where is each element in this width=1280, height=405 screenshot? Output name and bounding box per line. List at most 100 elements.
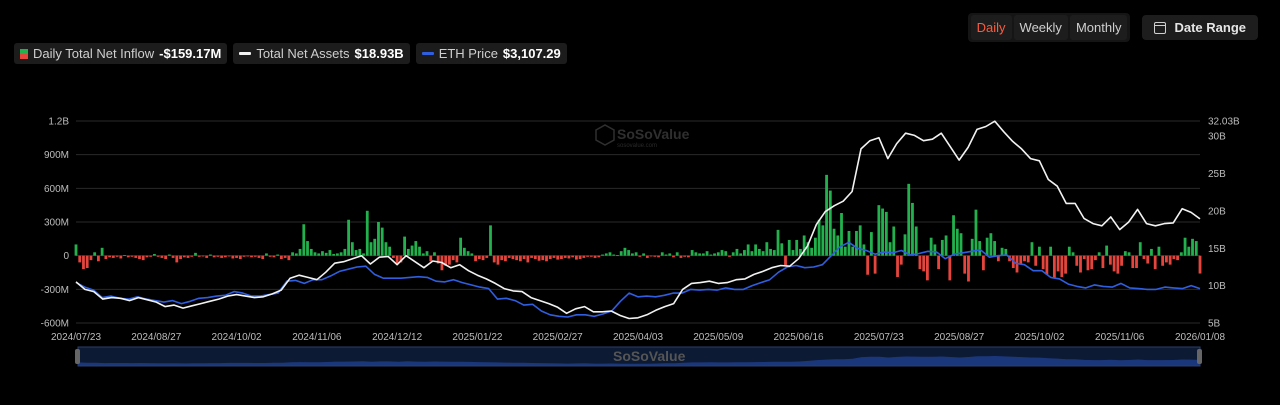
- inflow-bar: [1142, 255, 1146, 260]
- inflow-bar: [104, 255, 108, 260]
- inflow-bar: [459, 237, 463, 256]
- inflow-bar: [1198, 255, 1202, 274]
- inflow-bar: [201, 255, 205, 257]
- inflow-bar: [302, 224, 306, 256]
- legend-inflow-label: Daily Total Net Inflow: [33, 46, 155, 61]
- inflow-bar: [377, 222, 380, 256]
- inflow-bar: [500, 255, 504, 261]
- period-weekly-button[interactable]: Weekly: [1013, 15, 1068, 40]
- inflow-bar: [660, 252, 664, 256]
- inflow-bar: [518, 255, 522, 262]
- inflow-bar: [967, 255, 970, 282]
- x-tick-label: 2025/08/27: [934, 332, 984, 343]
- inflow-bar: [855, 230, 858, 256]
- inflow-bar: [743, 250, 746, 256]
- inflow-bar: [530, 255, 533, 258]
- y-left-tick-label: 600M: [44, 184, 69, 195]
- x-tick-label: 2025/05/09: [693, 332, 743, 343]
- inflow-bar: [877, 205, 881, 256]
- inflow-bar: [238, 255, 242, 260]
- inflow-bar: [944, 235, 948, 256]
- inflow-bar: [1034, 255, 1038, 266]
- inflow-bar: [668, 253, 672, 256]
- inflow-bar: [227, 255, 231, 257]
- inflow-bar: [616, 255, 619, 256]
- inflow-bar: [1097, 252, 1101, 256]
- inflow-bar: [795, 239, 799, 256]
- period-monthly-button[interactable]: Monthly: [1069, 15, 1128, 40]
- inflow-bar: [1094, 255, 1097, 261]
- inflow-bar: [1086, 255, 1090, 271]
- inflow-bar: [608, 252, 612, 256]
- inflow-bar: [265, 253, 268, 256]
- inflow-bar: [287, 255, 291, 261]
- inflow-bar: [881, 208, 884, 256]
- inflow-bar: [242, 255, 246, 257]
- inflow-bar: [1082, 255, 1086, 260]
- inflow-bar: [111, 255, 115, 258]
- inflow-bar: [186, 255, 190, 258]
- inflow-bar: [362, 253, 365, 256]
- inflow-bar: [787, 239, 791, 256]
- inflow-bar: [918, 255, 922, 270]
- inflow-bar: [175, 255, 179, 263]
- inflow-bar: [698, 253, 702, 256]
- inflow-bar: [462, 247, 466, 256]
- period-toggle: Daily Weekly Monthly: [967, 13, 1131, 42]
- inflow-bar: [313, 252, 317, 256]
- inflow-bar: [365, 210, 369, 256]
- inflow-bar: [309, 248, 313, 256]
- navigator-left-handle[interactable]: [75, 349, 80, 364]
- inflow-bar: [1168, 255, 1172, 265]
- inflow-bar: [223, 255, 227, 258]
- inflow-bar: [167, 254, 171, 256]
- inflow-bar: [369, 242, 373, 256]
- inflow-bar: [1112, 255, 1116, 272]
- inflow-bar: [675, 252, 679, 256]
- inflow-bar: [642, 253, 645, 256]
- inflow-bar: [1161, 255, 1165, 266]
- inflow-bar: [791, 250, 795, 256]
- legend-item-inflow[interactable]: Daily Total Net Inflow -$159.17M: [14, 43, 228, 64]
- inflow-bar: [85, 255, 89, 269]
- inflow-bar: [149, 255, 153, 257]
- inflow-bar: [171, 255, 175, 258]
- inflow-bar: [832, 228, 836, 256]
- inflow-bar: [429, 255, 433, 262]
- watermark-brand: SoSoValue: [617, 126, 690, 142]
- inflow-bar: [448, 255, 451, 265]
- inflow-bar: [828, 190, 832, 256]
- x-tick-label: 2025/02/27: [533, 332, 583, 343]
- inflow-bar: [126, 255, 130, 258]
- inflow-bar: [474, 255, 477, 262]
- eth-price-line: [75, 241, 1201, 318]
- inflow-bar: [982, 255, 985, 271]
- inflow-bar: [425, 251, 429, 256]
- legend-item-price[interactable]: ETH Price $3,107.29: [415, 43, 567, 64]
- inflow-bar: [560, 255, 563, 260]
- inflow-bar: [1150, 248, 1153, 256]
- period-daily-button[interactable]: Daily: [970, 15, 1012, 40]
- date-range-button[interactable]: Date Range: [1142, 15, 1258, 40]
- inflow-bar: [1071, 252, 1075, 256]
- legend-item-assets[interactable]: Total Net Assets $18.93B: [233, 43, 410, 64]
- inflow-bar: [384, 242, 388, 256]
- inflow-bar: [996, 255, 1000, 262]
- inflow-bar: [515, 255, 519, 261]
- inflow-bar: [78, 255, 82, 263]
- inflow-bar: [772, 250, 776, 256]
- inflow-bar: [1108, 255, 1112, 265]
- inflow-bar: [212, 255, 216, 258]
- inflow-bar: [649, 255, 653, 257]
- x-tick-label: 2024/07/23: [51, 332, 101, 343]
- navigator-right-handle[interactable]: [1197, 349, 1202, 364]
- inflow-bar: [1105, 245, 1109, 256]
- inflow-bar: [645, 255, 649, 258]
- y-left-tick-label: 900M: [44, 150, 69, 161]
- inflow-bar: [496, 255, 500, 265]
- navigator-watermark: SoSoValue: [613, 348, 686, 364]
- inflow-bar: [324, 252, 328, 256]
- inflow-bar: [164, 255, 168, 260]
- x-tick-label: 2025/07/23: [854, 332, 904, 343]
